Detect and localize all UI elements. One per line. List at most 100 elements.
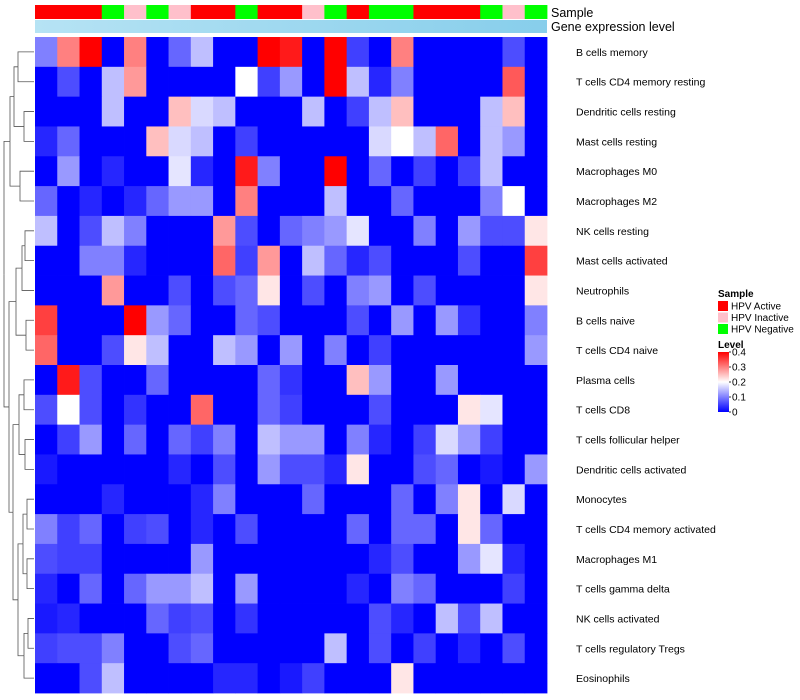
dendrogram-branch: [26, 514, 34, 530]
heatmap-cell: [35, 454, 58, 485]
heatmap-cell: [101, 543, 125, 575]
sample-annotation-cell: [435, 5, 459, 19]
heatmap-cell: [101, 126, 125, 157]
heatmap-cell: [502, 215, 526, 247]
sample-annotation-cell: [35, 5, 58, 19]
level-legend-title: Level: [718, 340, 744, 351]
heatmap-cell: [235, 37, 259, 68]
row-label: Dendritic cells resting: [576, 107, 676, 119]
heatmap-cell: [368, 186, 392, 217]
row-label: Macrophages M2: [576, 196, 657, 208]
heatmap-cell: [324, 215, 348, 247]
heatmap-cell: [101, 335, 125, 366]
heatmap-cell: [502, 543, 526, 575]
heatmap-cell: [524, 245, 548, 276]
heatmap-cell: [190, 66, 214, 98]
heatmap-cell: [257, 66, 281, 98]
heatmap-cell: [279, 394, 303, 426]
dendrogram-branch: [25, 335, 34, 351]
heatmap-cell: [235, 573, 259, 604]
heatmap-cell: [124, 663, 147, 694]
heatmap-cell: [435, 37, 459, 68]
sample-annotation-cell: [213, 5, 236, 19]
heatmap-cell: [79, 66, 103, 98]
heatmap-cell: [79, 215, 103, 247]
heatmap-cell: [35, 126, 58, 157]
legend-label: HPV Negative: [731, 325, 794, 336]
dendrogram-branch: [24, 245, 34, 262]
heatmap-cell: [413, 424, 437, 455]
heatmap-cell: [213, 603, 236, 634]
heatmap-cell: [235, 633, 259, 664]
dendrogram-branch: [24, 230, 34, 246]
heatmap-cell: [391, 275, 414, 306]
heatmap-cell: [391, 394, 414, 426]
heatmap-cell: [146, 305, 169, 336]
dendrogram-branch: [26, 498, 34, 515]
heatmap-cell: [346, 245, 370, 276]
heatmap-cell: [457, 365, 481, 396]
heatmap-cell: [279, 454, 303, 485]
heatmap-cell: [302, 573, 325, 604]
heatmap-cell: [435, 663, 459, 694]
heatmap-cell: [57, 365, 80, 396]
heatmap-cell: [235, 305, 259, 336]
heatmap-cell: [346, 37, 370, 68]
heatmap-cell: [190, 424, 214, 455]
heatmap-cell: [391, 335, 414, 366]
heatmap-cell: [168, 365, 192, 396]
dendrogram-branch: [21, 245, 25, 269]
heatmap-cell: [502, 633, 526, 664]
heatmap-cell: [302, 603, 325, 634]
heatmap-cell: [101, 156, 125, 187]
heatmap-cell: [101, 66, 125, 98]
heatmap-cell: [235, 335, 259, 366]
heatmap-cell: [35, 603, 58, 634]
heatmap-cell: [57, 663, 80, 694]
heatmap-cell: [346, 454, 370, 485]
heatmap-cell: [324, 156, 348, 187]
heatmap-cell: [168, 37, 192, 68]
heatmap-cell: [168, 305, 192, 336]
heatmap-cell: [257, 365, 281, 396]
sample-annotation-cell: [480, 5, 503, 19]
level-tick-label: 0.1: [732, 393, 746, 404]
heatmap-cell: [480, 215, 503, 247]
sample-annotation-track: [35, 5, 548, 19]
dendrogram-branch: [23, 632, 28, 656]
heatmap-cell: [279, 37, 303, 68]
heatmap-cell: [213, 186, 236, 217]
heatmap-cell: [413, 394, 437, 426]
row-label: Plasma cells: [576, 375, 635, 387]
heatmap-cell: [257, 126, 281, 157]
heatmap-cell: [35, 215, 58, 247]
heatmap-cell: [502, 365, 526, 396]
heatmap-cell: [502, 603, 526, 634]
heatmap-cell: [435, 424, 459, 455]
heatmap-cell: [257, 394, 281, 426]
heatmap-cell: [302, 37, 325, 68]
heatmap-cell: [457, 484, 481, 515]
heatmap-cell: [79, 424, 103, 455]
sample-annotation-cell: [391, 5, 414, 19]
heatmap-cell: [124, 335, 147, 366]
heatmap-cell: [213, 126, 236, 157]
heatmap-cell: [457, 633, 481, 664]
heatmap-cell: [435, 156, 459, 187]
heatmap-cell: [302, 394, 325, 426]
row-label: Monocytes: [576, 494, 627, 506]
heatmap-cell: [413, 245, 437, 276]
heatmap-cell: [213, 573, 236, 604]
heatmap-cell: [435, 186, 459, 217]
row-label: T cells gamma delta: [576, 584, 670, 596]
heatmap-cell: [190, 37, 214, 68]
heatmap-cell: [57, 275, 80, 306]
heatmap-cell: [324, 663, 348, 694]
sample-annotation-cell: [235, 5, 259, 19]
row-label: Mast cells resting: [576, 136, 657, 148]
row-label: Eosinophils: [576, 673, 630, 685]
heatmap-cell: [346, 663, 370, 694]
heatmap-cell: [480, 126, 503, 157]
dendrogram-branch: [19, 170, 34, 187]
heatmap-cell: [324, 96, 348, 127]
